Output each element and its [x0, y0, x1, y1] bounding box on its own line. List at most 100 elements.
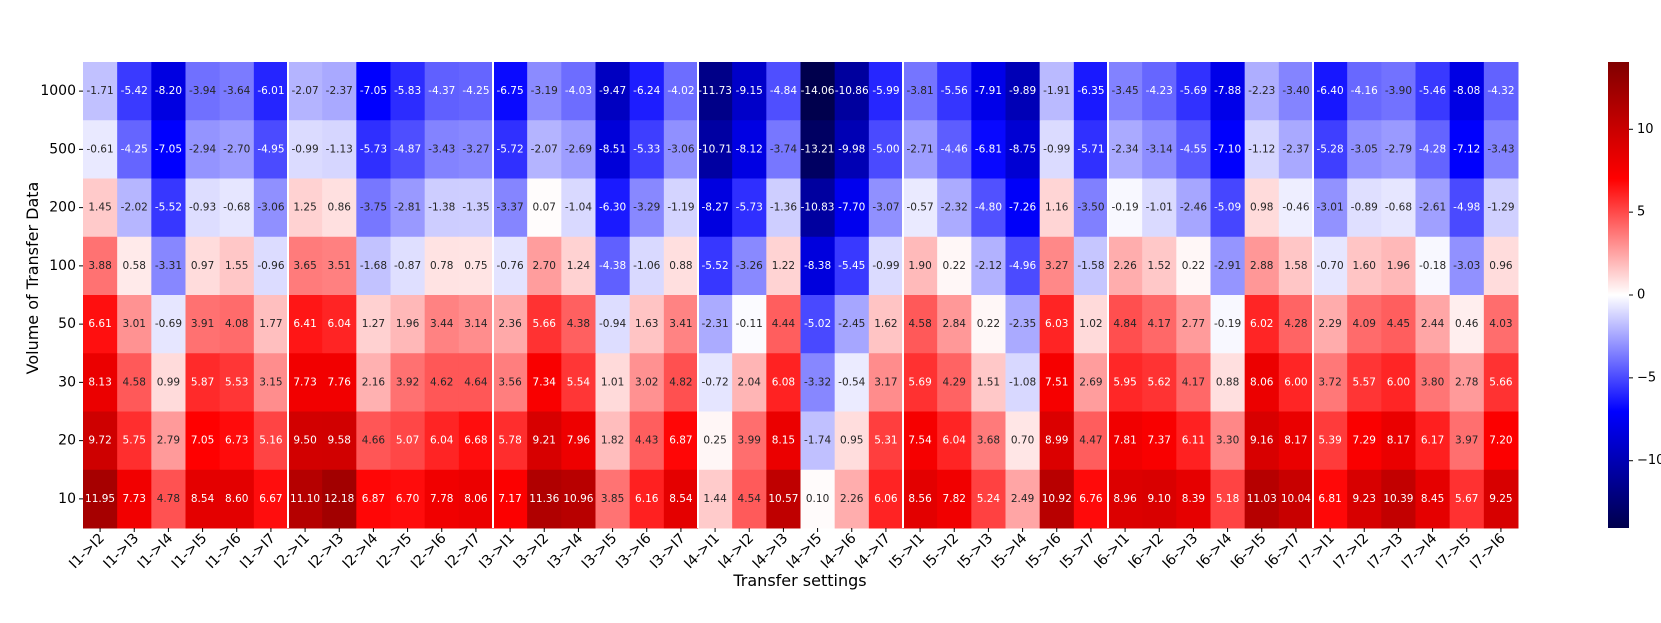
- x-tick-label: I1->I6: [203, 530, 245, 572]
- heatmap-cell: [766, 62, 801, 121]
- cell-value-label: -9.89: [1009, 85, 1036, 97]
- x-tick-label: I2->I1: [271, 531, 313, 573]
- heatmap-cell: [1142, 178, 1177, 238]
- heatmap-cell: [1415, 469, 1451, 529]
- cell-value-label: 8.13: [88, 376, 111, 388]
- x-tick-label: I3->I1: [476, 531, 518, 573]
- cell-value-label: -3.14: [1146, 143, 1173, 155]
- cell-value-label: 3.97: [1455, 435, 1478, 447]
- cell-value-label: -5.28: [1316, 143, 1343, 155]
- cell-value-label: 11.03: [1247, 493, 1277, 505]
- cell-value-label: -3.19: [531, 85, 558, 97]
- heatmap-cell: [83, 469, 118, 529]
- heatmap-cell: [151, 353, 186, 412]
- heatmap-cell: [868, 295, 904, 354]
- heatmap-cell: [1176, 120, 1211, 179]
- cell-value-label: -9.47: [599, 85, 626, 97]
- heatmap-cell: [1415, 353, 1451, 412]
- heatmap-cell: [390, 120, 426, 179]
- colorbar-tick-label: −10: [1637, 453, 1661, 468]
- cell-value-label: -2.81: [394, 202, 421, 214]
- heatmap-cell: [117, 236, 152, 296]
- cell-value-label: 10.92: [1042, 493, 1072, 505]
- cell-value-label: 4.38: [567, 318, 590, 330]
- cell-value-label: 1.60: [1353, 260, 1376, 272]
- cell-value-label: 3.68: [977, 435, 1000, 447]
- heatmap-cell: [1244, 469, 1280, 529]
- heatmap-cell: [1415, 62, 1451, 121]
- heatmap-cell: [698, 62, 733, 121]
- cell-value-label: 7.73: [293, 376, 316, 388]
- heatmap-cell: [458, 62, 494, 121]
- y-tick-label: 50: [58, 316, 76, 332]
- heatmap-cell: [1381, 178, 1416, 238]
- heatmap-cell: [732, 353, 767, 412]
- x-tick-label: I7->I4: [1399, 530, 1441, 572]
- cell-value-label: 4.17: [1182, 376, 1205, 388]
- heatmap-cell: [458, 236, 494, 296]
- heatmap-cell: [1313, 178, 1348, 238]
- heatmap-cell: [698, 469, 733, 529]
- cell-value-label: -10.83: [801, 202, 835, 214]
- cell-value-label: -0.94: [599, 318, 626, 330]
- cell-value-label: 6.00: [1284, 376, 1307, 388]
- heatmap-cell: [322, 178, 357, 238]
- cell-value-label: 6.70: [396, 493, 419, 505]
- cell-value-label: -1.68: [360, 260, 387, 272]
- heatmap-cell: [971, 178, 1006, 238]
- heatmap-cell: [868, 469, 904, 529]
- cell-value-label: -3.05: [1351, 143, 1378, 155]
- heatmap-cell: [1415, 411, 1451, 471]
- cell-value-label: -1.06: [633, 260, 660, 272]
- cell-value-label: 1.62: [874, 318, 897, 330]
- cell-value-label: 2.79: [157, 435, 180, 447]
- heatmap-cell: [219, 469, 255, 529]
- heatmap-cell: [1005, 411, 1041, 471]
- heatmap-cell: [937, 469, 972, 529]
- x-tick-label: I1->I3: [100, 531, 142, 573]
- y-tick-label: 10: [58, 491, 76, 507]
- cell-value-label: -3.45: [1111, 85, 1138, 97]
- x-tick-labels: I1->I2I1->I3I1->I4I1->I5I1->I6I1->I7I2->…: [66, 528, 1509, 572]
- cell-value-label: -8.20: [155, 85, 182, 97]
- x-tick-label: I1->I5: [169, 531, 211, 573]
- x-tick-label: I7->I3: [1365, 531, 1407, 573]
- cell-value-label: 8.45: [1421, 493, 1444, 505]
- heatmap-cell: [1210, 236, 1246, 296]
- heatmap-cell: [629, 178, 665, 238]
- cell-value-label: 9.25: [1489, 493, 1512, 505]
- x-tick-label: I4->I5: [784, 531, 826, 573]
- cell-value-label: -2.61: [1419, 202, 1446, 214]
- heatmap-cell: [1142, 411, 1177, 471]
- heatmap-cell: [458, 178, 494, 238]
- cell-value-label: 4.58: [908, 318, 931, 330]
- cell-value-label: -3.74: [770, 143, 797, 155]
- cell-value-label: 1.22: [772, 260, 795, 272]
- heatmap-cell: [629, 353, 665, 412]
- cell-value-label: 6.41: [293, 318, 316, 330]
- heatmap-cell: [83, 411, 118, 471]
- cell-value-label: 4.66: [362, 435, 386, 447]
- heatmap-cell: [834, 353, 870, 412]
- heatmap-cell: [698, 295, 733, 354]
- heatmap-cell: [663, 62, 699, 121]
- cell-value-label: -5.72: [496, 143, 523, 155]
- heatmap-cell: [527, 120, 562, 179]
- heatmap-cell: [903, 469, 938, 529]
- cell-value-label: 2.29: [1318, 318, 1341, 330]
- heatmap-cell: [1108, 178, 1143, 238]
- heatmap-cell: [1347, 411, 1382, 471]
- cell-value-label: -2.02: [121, 202, 148, 214]
- cell-value-label: 6.16: [635, 493, 659, 505]
- cell-value-label: 8.15: [772, 435, 795, 447]
- heatmap-cell: [1142, 295, 1177, 354]
- cell-value-label: -1.71: [86, 85, 113, 97]
- cell-value-label: 1.96: [1387, 260, 1411, 272]
- heatmap-cell: [356, 353, 391, 412]
- heatmap-cell: [937, 62, 972, 121]
- cell-value-label: -2.32: [941, 202, 968, 214]
- heatmap-cell: [253, 62, 289, 121]
- heatmap-cell: [83, 62, 118, 121]
- heatmap-cell: [493, 469, 528, 529]
